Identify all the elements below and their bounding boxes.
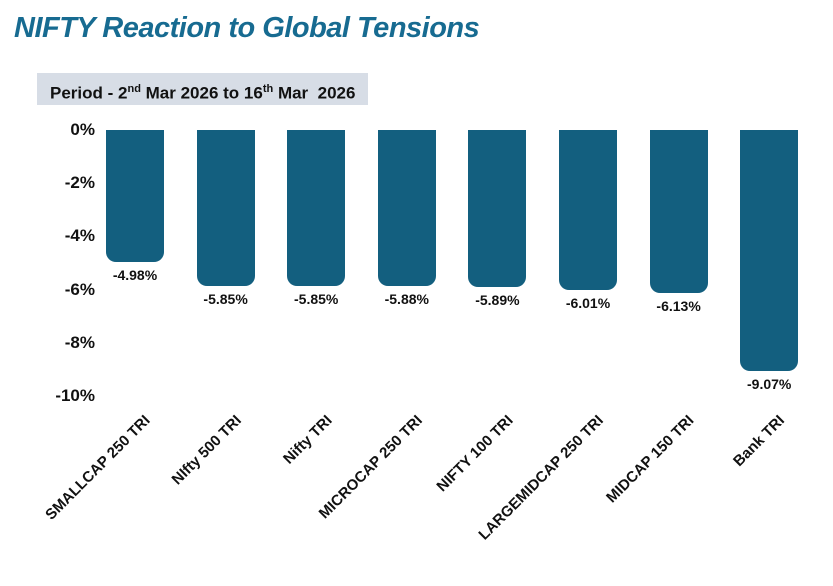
bar-value-label: -6.13% — [656, 298, 701, 315]
bar-value-label: -5.89% — [475, 291, 520, 308]
bar-value-label: -6.01% — [565, 294, 611, 311]
x-axis-category-label: NIFTY 100 TRI — [433, 412, 517, 496]
x-axis-category-label: Nifty TRI — [279, 412, 336, 468]
period-text: Mar 2026 to 16 — [140, 83, 263, 103]
bar — [559, 130, 617, 290]
x-axis-category-label: MICROCAP 250 TRI — [315, 412, 426, 523]
bar — [196, 130, 255, 286]
y-axis-tick-label: 0% — [70, 120, 95, 139]
period-superscript: th — [262, 83, 274, 95]
bar — [377, 130, 436, 287]
bar — [287, 130, 346, 286]
bar-value-label: -5.85% — [294, 290, 339, 307]
x-axis-category-label: MIDCAP 150 TRI — [603, 412, 698, 507]
y-axis-tick-label: -8% — [64, 332, 95, 352]
y-axis-tick-label: -10% — [55, 386, 95, 405]
bar — [468, 130, 527, 287]
bar — [740, 130, 799, 372]
x-axis-category-label: NIfty 500 TRI — [168, 412, 245, 489]
period-superscript: nd — [127, 83, 141, 95]
x-axis-category-label: Bank TRI — [730, 412, 789, 470]
y-axis-tick-label: -4% — [64, 226, 95, 246]
bar-value-label: -4.98% — [112, 267, 158, 284]
bar-value-label: -5.85% — [203, 290, 248, 307]
period-text: Period - 2 — [50, 83, 128, 103]
bar-value-label: -5.88% — [384, 291, 429, 308]
chart-title: NIFTY Reaction to Global Tensions — [14, 12, 480, 44]
x-axis-category-label: SMALLCAP 250 TRI — [42, 412, 155, 524]
y-axis-tick-label: -2% — [64, 173, 95, 193]
period-text: Mar 2026 — [273, 83, 356, 103]
bar — [649, 130, 708, 294]
y-axis-tick-label: -6% — [64, 279, 95, 299]
bar — [106, 130, 164, 263]
period-badge: Period - 2nd Mar 2026 to 16th Mar 2026 — [37, 73, 369, 105]
bar-value-label: -9.07% — [747, 376, 792, 393]
